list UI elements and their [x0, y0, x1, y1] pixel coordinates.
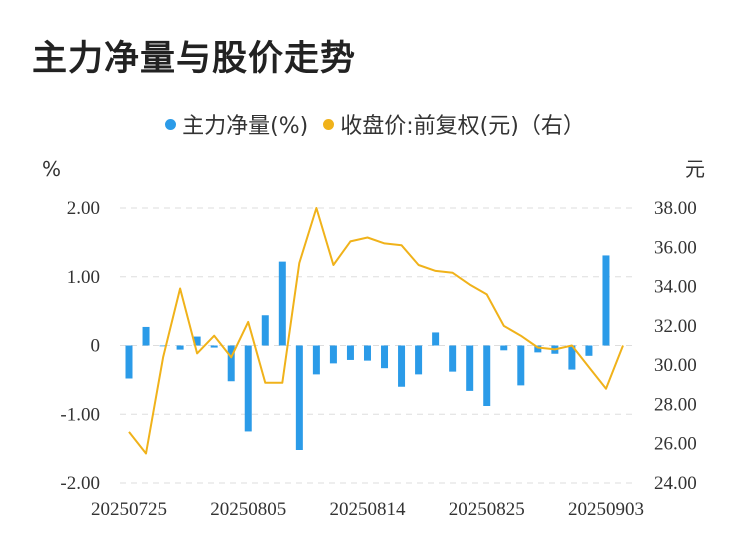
legend-dot-line: [323, 118, 335, 130]
bar-net-volume[interactable]: [568, 345, 576, 370]
bar-net-volume[interactable]: [483, 345, 491, 407]
bar-net-volume[interactable]: [585, 345, 593, 356]
bar-net-volume[interactable]: [449, 345, 457, 372]
y-tick-label: 2.00: [67, 198, 100, 219]
legend-item-close-price[interactable]: 收盘价:前复权(元)（右）: [323, 108, 585, 140]
chart-title: 主力净量与股价走势: [32, 39, 357, 79]
y2-tick-label: 34.00: [654, 277, 697, 298]
y2-tick-label: 26.00: [654, 434, 697, 455]
bar-net-volume[interactable]: [244, 345, 252, 432]
x-tick-label: 20250825: [449, 499, 525, 520]
y-tick-label: -2.00: [60, 473, 100, 494]
bar-net-volume[interactable]: [432, 332, 440, 346]
close-price-line[interactable]: [128, 207, 624, 455]
y2-tick-label: 30.00: [654, 355, 697, 376]
bar-net-volume[interactable]: [346, 345, 354, 360]
left-axis-unit: %: [42, 157, 61, 181]
bar-net-volume[interactable]: [363, 345, 371, 361]
bar-net-volume[interactable]: [142, 326, 150, 346]
y-tick-label: -1.00: [60, 404, 100, 425]
legend-label-net-volume: 主力净量(%): [182, 114, 309, 139]
bar-net-volume[interactable]: [466, 345, 474, 391]
x-tick-label: 20250725: [91, 499, 167, 520]
bar-net-volume[interactable]: [415, 345, 423, 375]
bar-net-volume[interactable]: [500, 345, 508, 351]
bar-net-volume[interactable]: [517, 345, 525, 386]
legend-dot-bar: [165, 118, 177, 130]
y2-tick-label: 32.00: [654, 316, 697, 337]
bar-net-volume[interactable]: [193, 336, 201, 346]
legend-label-close-price: 收盘价:前复权(元)（右）: [340, 114, 585, 139]
legend: 主力净量(%) 收盘价:前复权(元)（右）: [0, 108, 750, 140]
y2-tick-label: 24.00: [654, 473, 697, 494]
y-tick-label: 1.00: [67, 267, 100, 288]
y2-tick-label: 38.00: [654, 198, 697, 219]
y2-tick-label: 36.00: [654, 237, 697, 258]
bar-net-volume[interactable]: [398, 345, 406, 387]
x-tick-label: 20250903: [568, 499, 644, 520]
bar-net-volume[interactable]: [329, 345, 337, 364]
right-axis-unit: 元: [685, 157, 705, 181]
bar-net-volume[interactable]: [227, 345, 235, 382]
y-tick-label: 0: [91, 336, 101, 357]
bar-net-volume[interactable]: [602, 255, 610, 346]
bar-net-volume[interactable]: [381, 345, 389, 369]
bar-net-volume[interactable]: [125, 345, 133, 379]
legend-item-net-volume[interactable]: 主力净量(%): [165, 108, 308, 140]
bar-net-volume[interactable]: [534, 345, 542, 353]
bar-net-volume[interactable]: [159, 345, 167, 347]
bar-net-volume[interactable]: [210, 345, 218, 348]
x-tick-label: 20250814: [329, 499, 406, 520]
y2-tick-label: 28.00: [654, 394, 697, 415]
bar-net-volume[interactable]: [278, 261, 286, 346]
bar-net-volume[interactable]: [176, 345, 184, 350]
bar-net-volume[interactable]: [295, 345, 303, 451]
x-tick-label: 20250805: [210, 499, 286, 520]
bar-net-volume[interactable]: [261, 315, 269, 346]
bar-net-volume[interactable]: [312, 345, 320, 375]
